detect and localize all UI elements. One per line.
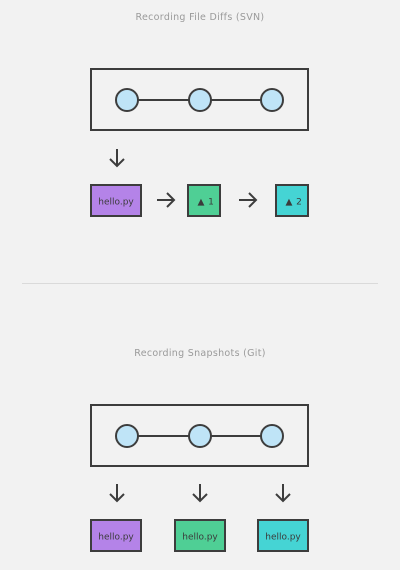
svn-diff-box-2: ▲ 2 <box>275 184 309 217</box>
git-snapshot-box-1: hello.py <box>90 519 142 552</box>
svn-diagram: hello.py ▲ 1 ▲ 2 <box>90 68 309 217</box>
diff-box-bg <box>275 184 309 217</box>
git-snapshot-box-3: hello.py <box>257 519 309 552</box>
file-box-bg <box>90 184 142 217</box>
svn-repository-box <box>90 68 309 131</box>
diff-box-bg <box>187 184 221 217</box>
snapshot-box-bg <box>174 519 226 552</box>
snapshot-label: hello.py <box>98 533 134 543</box>
svn-commit-node <box>260 88 284 112</box>
git-snapshot-box-2: hello.py <box>174 519 226 552</box>
diff-label: 1 <box>208 198 214 208</box>
delta-icon: ▲ <box>198 198 205 208</box>
git-commit-node <box>115 424 139 448</box>
svn-commit-node <box>115 88 139 112</box>
snapshot-label: hello.py <box>265 533 301 543</box>
down-arrow-icon <box>109 484 125 503</box>
down-arrow-icon <box>192 484 208 503</box>
git-repository-box <box>90 404 309 467</box>
down-arrow-icon <box>109 149 125 168</box>
svn-file-label: hello.py <box>98 198 134 208</box>
git-commit-node <box>260 424 284 448</box>
git-commit-node <box>188 424 212 448</box>
svn-commit-node <box>188 88 212 112</box>
right-arrow-icon <box>239 192 258 208</box>
svn-diff-box-1: ▲ 1 <box>187 184 221 217</box>
right-arrow-icon <box>157 192 176 208</box>
delta-icon: ▲ <box>286 198 293 208</box>
snapshot-box-bg <box>257 519 309 552</box>
snapshot-box-bg <box>90 519 142 552</box>
git-diagram: hello.py hello.py hello.py <box>90 404 309 552</box>
diff-label: 2 <box>296 198 302 208</box>
svn-section-title: Recording File Diffs (SVN) <box>135 12 265 23</box>
svn-file-box: hello.py <box>90 184 142 217</box>
snapshot-label: hello.py <box>182 533 218 543</box>
git-section-title: Recording Snapshots (Git) <box>134 348 266 359</box>
down-arrow-icon <box>275 484 291 503</box>
section-divider <box>22 283 378 284</box>
